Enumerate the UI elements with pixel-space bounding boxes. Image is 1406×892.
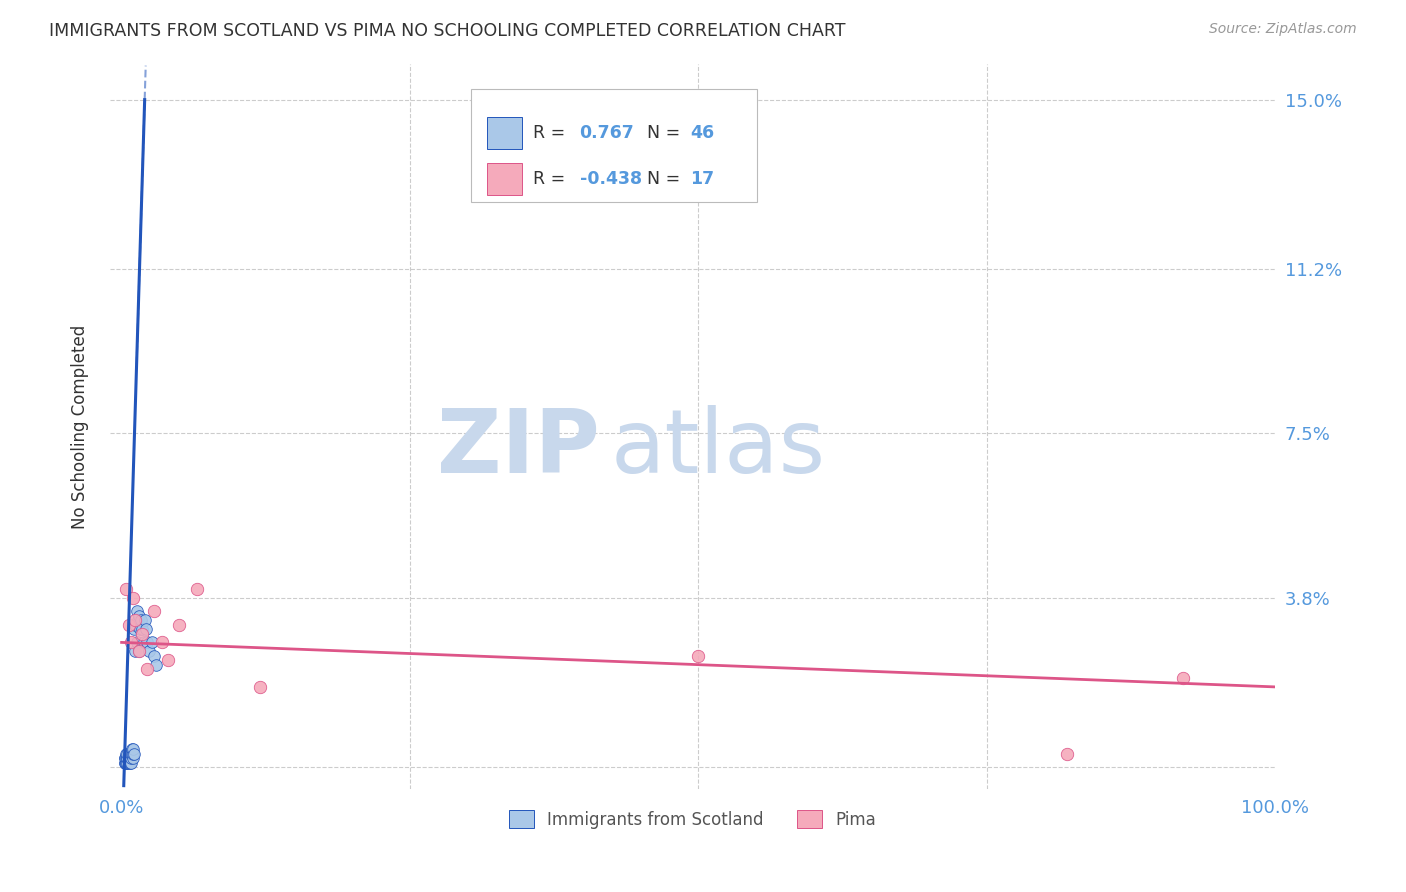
- Point: [120, 756, 142, 770]
- Point: [117, 756, 139, 770]
- Point: [120, 635, 142, 649]
- Point: [117, 751, 139, 765]
- Point: [125, 604, 148, 618]
- Point: [117, 751, 139, 765]
- Point: [169, 617, 191, 632]
- Point: [115, 756, 138, 770]
- Point: [1171, 671, 1194, 685]
- Point: [142, 604, 165, 618]
- Point: [138, 644, 160, 658]
- Text: R =: R =: [533, 170, 571, 188]
- Text: N =: N =: [647, 124, 686, 142]
- Y-axis label: No Schooling Completed: No Schooling Completed: [72, 325, 89, 529]
- Text: IMMIGRANTS FROM SCOTLAND VS PIMA NO SCHOOLING COMPLETED CORRELATION CHART: IMMIGRANTS FROM SCOTLAND VS PIMA NO SCHO…: [49, 22, 846, 40]
- Point: [117, 747, 139, 761]
- FancyBboxPatch shape: [488, 163, 523, 195]
- Point: [122, 742, 145, 756]
- Point: [1056, 747, 1078, 761]
- Point: [117, 756, 139, 770]
- FancyBboxPatch shape: [488, 117, 523, 149]
- Point: [125, 635, 148, 649]
- Point: [124, 747, 146, 761]
- Legend: Immigrants from Scotland, Pima: Immigrants from Scotland, Pima: [502, 804, 883, 835]
- Point: [120, 747, 142, 761]
- FancyBboxPatch shape: [471, 89, 756, 202]
- Text: 0.767: 0.767: [579, 124, 634, 142]
- Text: ZIP: ZIP: [437, 405, 599, 491]
- Point: [136, 635, 159, 649]
- Text: Source: ZipAtlas.com: Source: ZipAtlas.com: [1209, 22, 1357, 37]
- Text: N =: N =: [647, 170, 686, 188]
- Point: [117, 617, 139, 632]
- Point: [129, 622, 152, 636]
- Point: [118, 747, 141, 761]
- Point: [118, 756, 141, 770]
- Text: 46: 46: [690, 124, 714, 142]
- Point: [121, 747, 143, 761]
- Text: R =: R =: [533, 124, 571, 142]
- Point: [124, 613, 146, 627]
- Point: [131, 626, 153, 640]
- Point: [132, 635, 155, 649]
- Point: [117, 751, 139, 765]
- Point: [156, 653, 179, 667]
- Text: 17: 17: [690, 170, 714, 188]
- Point: [142, 648, 165, 663]
- Point: [124, 644, 146, 658]
- Point: [141, 635, 163, 649]
- Point: [115, 747, 138, 761]
- Point: [115, 756, 138, 770]
- Point: [114, 756, 136, 770]
- Point: [249, 680, 271, 694]
- Point: [122, 591, 145, 605]
- Point: [128, 608, 150, 623]
- Point: [127, 613, 149, 627]
- Point: [121, 742, 143, 756]
- Point: [688, 648, 710, 663]
- Point: [128, 644, 150, 658]
- Text: -0.438: -0.438: [579, 170, 641, 188]
- Point: [115, 582, 138, 596]
- Point: [122, 747, 145, 761]
- Point: [145, 657, 167, 672]
- Point: [122, 751, 145, 765]
- Point: [124, 617, 146, 632]
- Point: [120, 751, 142, 765]
- Point: [129, 613, 152, 627]
- Point: [134, 613, 156, 627]
- Point: [136, 662, 159, 676]
- Point: [124, 622, 146, 636]
- Point: [117, 747, 139, 761]
- Point: [114, 751, 136, 765]
- Point: [114, 756, 136, 770]
- Point: [186, 582, 208, 596]
- Point: [114, 751, 136, 765]
- Point: [150, 635, 173, 649]
- Point: [118, 751, 141, 765]
- Text: atlas: atlas: [612, 405, 827, 491]
- Point: [115, 751, 138, 765]
- Point: [128, 644, 150, 658]
- Point: [135, 622, 157, 636]
- Point: [131, 622, 153, 636]
